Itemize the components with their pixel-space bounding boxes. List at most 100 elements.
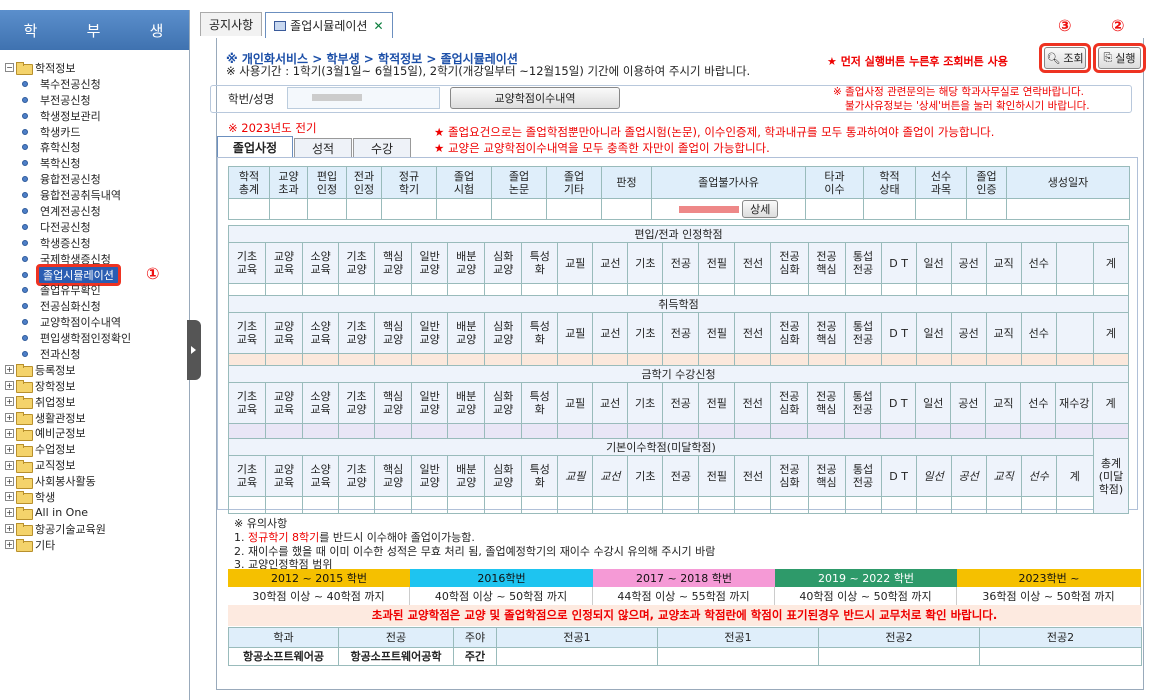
expand-icon[interactable]: + bbox=[5, 397, 14, 407]
sidebar-folder[interactable]: + 기타 bbox=[0, 537, 189, 553]
sidebar-folder[interactable]: + 취업정보 bbox=[0, 394, 189, 410]
notice-detail: 불가사유정보는 '상세'버튼을 눌러 확인하시기 바랍니다. bbox=[845, 100, 1090, 112]
sidebar-item[interactable]: 부전공신청 bbox=[0, 92, 189, 108]
sidebar-item-label: 졸업유무확인 bbox=[40, 284, 101, 298]
sidebar-item[interactable]: 융합전공신청 bbox=[0, 171, 189, 187]
sidebar-folder[interactable]: + 항공기술교육원 bbox=[0, 521, 189, 537]
sidebar-item-label: 복학신청 bbox=[40, 157, 81, 171]
column-header: 선수 bbox=[1020, 242, 1057, 284]
credit-cell bbox=[880, 423, 917, 441]
expand-icon[interactable]: + bbox=[5, 476, 14, 486]
expand-icon[interactable]: + bbox=[5, 492, 14, 502]
column-header: 선수 bbox=[1020, 312, 1057, 354]
cohort-range: 44학점 이상 ~ 55학점 까지 bbox=[593, 587, 775, 605]
folder-icon bbox=[16, 459, 33, 473]
sidebar-item[interactable]: 복학신청 bbox=[0, 155, 189, 171]
sidebar-item[interactable]: 학생정보관리 bbox=[0, 108, 189, 124]
expand-icon[interactable]: + bbox=[5, 413, 14, 423]
sidebar-folder[interactable]: + All in One bbox=[0, 505, 189, 521]
sidebar-item-graduation-simulation[interactable]: 졸업시뮬레이션 bbox=[0, 263, 189, 286]
result-cell bbox=[546, 198, 602, 220]
credit-cell bbox=[915, 496, 952, 514]
credit-cell bbox=[302, 423, 340, 441]
window-icon bbox=[274, 20, 287, 31]
annotation-three: ③ bbox=[1058, 16, 1072, 35]
result-cell bbox=[491, 198, 547, 220]
run-button[interactable]: ⎘ 실행 bbox=[1098, 47, 1141, 69]
note-one-text: 를 반드시 이수해야 졸업이가능함. bbox=[319, 531, 475, 544]
sidebar-collapse-handle[interactable] bbox=[187, 320, 201, 380]
student-id-field[interactable] bbox=[287, 87, 440, 109]
credit-cell bbox=[302, 496, 340, 514]
bullet-icon bbox=[22, 303, 28, 310]
tab-graduation-review[interactable]: 졸업사정 bbox=[217, 136, 293, 158]
column-header: 통섭 전공 bbox=[844, 242, 882, 284]
column-header: 계 bbox=[1092, 242, 1130, 284]
expand-icon[interactable]: + bbox=[5, 381, 14, 391]
credit-cell bbox=[484, 423, 523, 441]
expand-icon[interactable]: + bbox=[5, 365, 14, 375]
sidebar-item[interactable]: 국제학생증신청 bbox=[0, 251, 189, 267]
notes-title: ※ 유의사항 bbox=[234, 517, 288, 530]
tab-notice[interactable]: 공지사항 bbox=[200, 12, 263, 36]
folder-icon bbox=[16, 539, 33, 553]
tab-graduation-simulation[interactable]: 졸업시뮬레이션 ✕ bbox=[265, 12, 393, 38]
sidebar-folder[interactable]: + 생활관정보 bbox=[0, 410, 189, 426]
sidebar-item-label: 졸업시뮬레이션 bbox=[36, 263, 121, 286]
detail-button[interactable]: 상세 bbox=[742, 200, 779, 218]
sidebar-folder-label: 항공기술교육원 bbox=[35, 522, 106, 536]
credit-cell bbox=[447, 496, 486, 514]
column-header: 소양 교육 bbox=[302, 382, 340, 424]
sidebar-item-label: 복수전공신청 bbox=[40, 77, 101, 91]
tab-grades[interactable]: 성적 bbox=[294, 138, 352, 158]
sidebar-item[interactable]: 교양학점이수내역 bbox=[0, 314, 189, 330]
sidebar-folder[interactable]: + 학생 bbox=[0, 489, 189, 505]
sidebar-folder[interactable]: − 학적정보 bbox=[0, 60, 189, 76]
liberal-credit-history-button[interactable]: 교양학점이수내역 bbox=[450, 87, 620, 109]
close-icon[interactable]: ✕ bbox=[373, 18, 384, 33]
expand-icon[interactable]: + bbox=[5, 460, 14, 470]
sidebar-item[interactable]: 융합전공취득내역 bbox=[0, 187, 189, 203]
column-header: 학적 상태 bbox=[863, 166, 916, 199]
sidebar-item[interactable]: 전공심화신청 bbox=[0, 298, 189, 314]
column-header: 정규 학기 bbox=[381, 166, 437, 199]
column-header: 기초 bbox=[627, 312, 664, 354]
sidebar-item[interactable]: 전과신청 bbox=[0, 346, 189, 362]
sidebar-item[interactable]: 복수전공신청 bbox=[0, 76, 189, 92]
sidebar-folder[interactable]: + 수업정보 bbox=[0, 441, 189, 457]
result-cell: 상세 bbox=[651, 198, 806, 220]
column-header: 일반 교양 bbox=[411, 242, 449, 284]
expand-icon[interactable]: + bbox=[5, 508, 14, 518]
sidebar-item[interactable]: 연계전공신청 bbox=[0, 203, 189, 219]
sidebar-folder[interactable]: + 등록정보 bbox=[0, 362, 189, 378]
liberal-requirement-note: ★ 교양은 교양학점이수내역을 모두 충족한 자만이 졸업이 가능합니다. bbox=[434, 141, 770, 155]
tab-graduation-label: 졸업시뮬레이션 bbox=[290, 19, 368, 33]
sidebar-title-char: 학 bbox=[23, 21, 40, 40]
column-header: 교직 bbox=[985, 455, 1022, 497]
collapse-icon[interactable]: − bbox=[5, 63, 14, 73]
bullet-icon bbox=[22, 96, 28, 103]
expand-icon[interactable]: + bbox=[5, 540, 14, 550]
column-header: 생성일자 bbox=[1006, 166, 1130, 199]
tab-enrollment[interactable]: 수강 bbox=[353, 138, 411, 158]
bullet-icon bbox=[22, 128, 28, 135]
sidebar-item[interactable]: 편입생학점인정확인 bbox=[0, 330, 189, 346]
note-one-highlight: 정규학기 8학기 bbox=[248, 531, 320, 544]
sidebar-folder[interactable]: + 예비군정보 bbox=[0, 425, 189, 441]
sidebar-item[interactable]: 휴학신청 bbox=[0, 139, 189, 155]
sidebar-item[interactable]: 학생카드 bbox=[0, 124, 189, 140]
sidebar-folder[interactable]: + 장학정보 bbox=[0, 378, 189, 394]
sidebar-item[interactable]: 졸업유무확인 bbox=[0, 282, 189, 298]
result-cell bbox=[1006, 198, 1130, 220]
sidebar-folder[interactable]: + 교직정보 bbox=[0, 457, 189, 473]
column-header: 배분 교양 bbox=[447, 242, 486, 284]
expand-icon[interactable]: + bbox=[5, 444, 14, 454]
expand-icon[interactable]: + bbox=[5, 524, 14, 534]
sidebar-folder[interactable]: + 사회봉사활동 bbox=[0, 473, 189, 489]
sidebar-item[interactable]: 다전공신청 bbox=[0, 219, 189, 235]
folder-icon bbox=[16, 507, 33, 521]
sidebar-item[interactable]: 학생증신청 bbox=[0, 235, 189, 251]
expand-icon[interactable]: + bbox=[5, 428, 14, 438]
query-button[interactable]: 🔍︎ 조회 bbox=[1044, 47, 1086, 69]
column-header bbox=[1055, 242, 1094, 284]
